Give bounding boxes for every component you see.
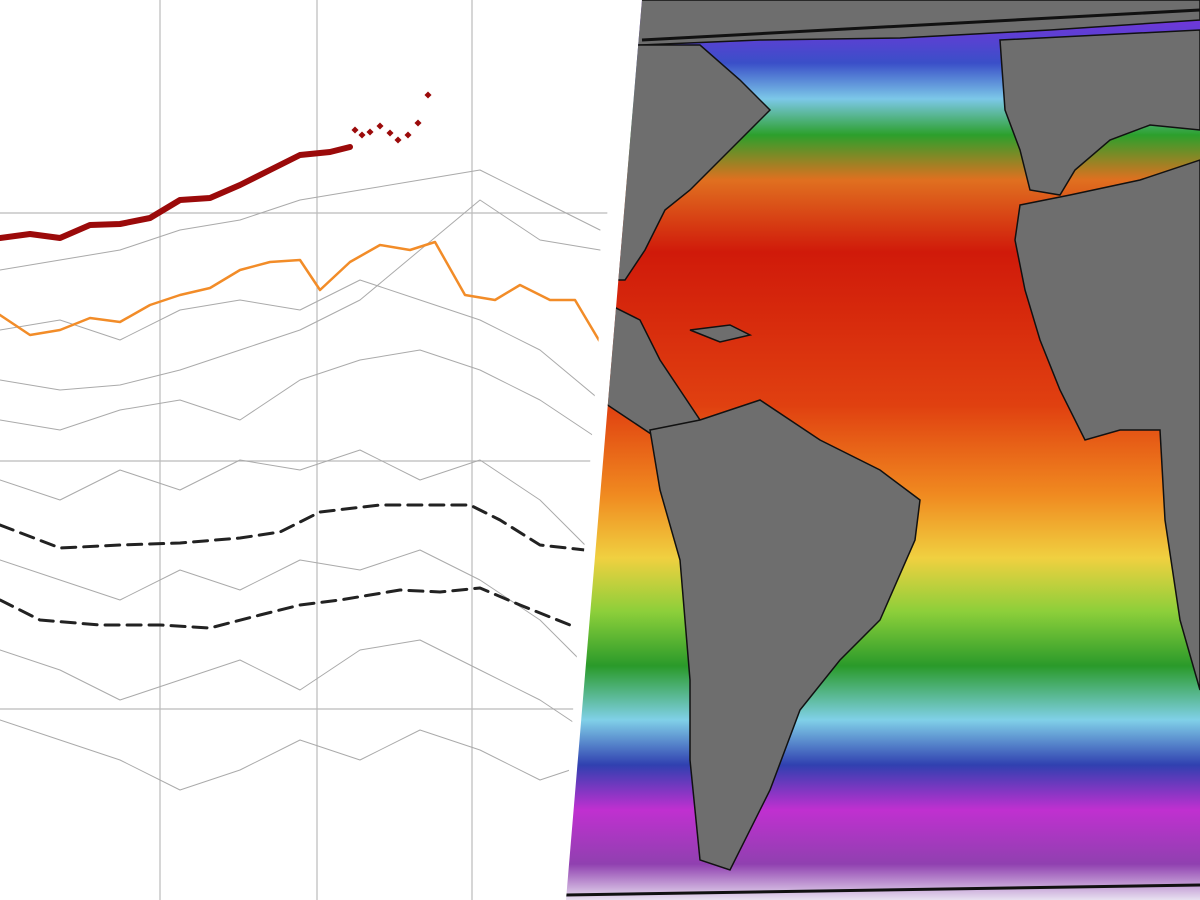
caribbean-island bbox=[689, 324, 753, 343]
data-point bbox=[414, 119, 422, 127]
series-line bbox=[0, 549, 601, 681]
map-border bbox=[566, 883, 1200, 897]
line-chart bbox=[0, 0, 622, 900]
series-line bbox=[0, 503, 587, 552]
data-point bbox=[404, 131, 412, 139]
south-america bbox=[649, 399, 921, 871]
series-line bbox=[0, 240, 602, 344]
data-point bbox=[386, 129, 394, 137]
series-line bbox=[0, 279, 601, 401]
series-line bbox=[0, 639, 601, 741]
data-point bbox=[394, 136, 402, 144]
series-line bbox=[0, 586, 572, 630]
series-line bbox=[0, 144, 353, 241]
grid bbox=[0, 0, 622, 900]
data-point bbox=[424, 91, 432, 99]
data-point bbox=[366, 128, 374, 136]
europe bbox=[999, 29, 1200, 196]
series-line bbox=[0, 449, 601, 561]
data-point bbox=[376, 122, 384, 130]
map-border bbox=[641, 8, 1200, 42]
series-line bbox=[0, 349, 601, 441]
plot-background bbox=[0, 0, 622, 900]
series-line bbox=[0, 719, 601, 791]
data-point bbox=[358, 131, 366, 139]
series-line bbox=[0, 169, 601, 271]
data-point bbox=[351, 126, 359, 134]
sea-temperature-map bbox=[566, 0, 1200, 900]
series-line bbox=[0, 199, 601, 391]
africa bbox=[1014, 158, 1200, 691]
